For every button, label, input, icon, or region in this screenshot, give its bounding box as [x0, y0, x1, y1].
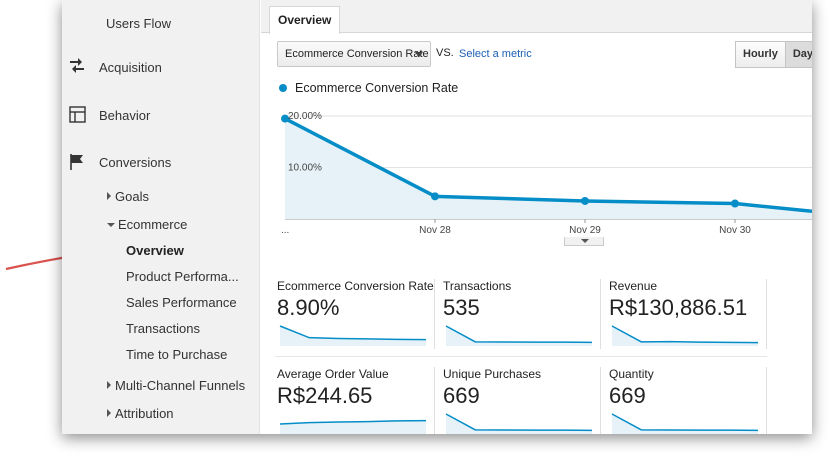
scorecard[interactable]: Unique Purchases 669: [443, 367, 603, 434]
scorecard-label: Average Order Value: [277, 367, 389, 381]
sparkline-area: [280, 420, 426, 434]
tab-overview[interactable]: Overview: [269, 6, 341, 34]
sidebar-item-overview[interactable]: Overview: [126, 243, 184, 258]
tab-bar: Overview: [261, 0, 812, 34]
sidebar-item-time-to-purchase[interactable]: Time to Purchase: [126, 347, 228, 362]
sparkline-line: [445, 413, 593, 432]
sidebar-item-label: Attribution: [115, 406, 174, 421]
flag-icon: [70, 154, 83, 170]
app-window: Users Flow Acquisition Behavior Conversi…: [62, 0, 812, 434]
sparkline-line: [279, 419, 427, 425]
x-tick-label: ...: [281, 225, 289, 236]
sparkline-line: [611, 413, 759, 432]
x-tick-label: Nov 30: [719, 225, 751, 236]
scorecard-value: 669: [443, 383, 480, 408]
sparkline: [279, 325, 427, 346]
divider: [600, 367, 601, 434]
data-point[interactable]: [281, 114, 289, 123]
scorecard-label: Unique Purchases: [443, 367, 542, 381]
scorecard-label: Quantity: [609, 367, 654, 381]
granularity-buttons: Hourly Day: [735, 41, 812, 68]
sparkline-line: [279, 325, 427, 341]
scorecard-value: 8.90%: [277, 295, 340, 320]
scorecard[interactable]: Ecommerce Conversion Rate 8.90%: [277, 279, 437, 357]
chevron-down-icon: [415, 52, 423, 57]
sidebar-item-multi-channel-funnels[interactable]: Multi-Channel Funnels: [107, 378, 245, 393]
sidebar-item-conversions[interactable]: Conversions: [99, 155, 172, 170]
sidebar-item-product-performance[interactable]: Product Performa...: [126, 269, 239, 284]
behavior-icon: [69, 106, 86, 123]
sparkline-area: [280, 326, 426, 346]
divider: [766, 279, 767, 349]
divider: [434, 279, 435, 349]
scorecard-value: R$130,886.51: [609, 295, 748, 320]
sidebar-item-behavior[interactable]: Behavior: [99, 108, 151, 123]
sparkline-area: [612, 414, 758, 434]
sparkline: [611, 413, 759, 434]
legend-dot-icon: [279, 84, 287, 92]
sidebar-item-users-flow[interactable]: Users Flow: [106, 16, 172, 31]
scorecard-label: Revenue: [609, 279, 658, 293]
divider: [434, 367, 435, 434]
data-point[interactable]: [431, 192, 439, 201]
scorecard-value: R$244.65: [277, 383, 373, 408]
main-panel: Overview Ecommerce Conversion Rate VS. S…: [261, 0, 812, 434]
sparkline: [445, 413, 593, 434]
scorecard[interactable]: Revenue R$130,886.51: [609, 279, 769, 357]
vs-label: VS.: [436, 47, 454, 59]
chart-collapse-toggle[interactable]: [564, 237, 604, 246]
chevron-down-icon: [581, 239, 589, 243]
divider: [275, 356, 767, 357]
sidebar-item-transactions[interactable]: Transactions: [126, 321, 200, 336]
series-area: [285, 118, 812, 219]
sidebar-item-goals[interactable]: Goals: [107, 189, 149, 204]
data-point[interactable]: [581, 196, 589, 205]
sparkline-area: [446, 326, 592, 346]
sidebar-item-ecommerce[interactable]: Ecommerce: [107, 217, 187, 232]
sidebar-item-label: Multi-Channel Funnels: [115, 378, 246, 393]
sparkline: [611, 325, 759, 346]
caret-right-icon: [107, 409, 111, 417]
line-chart: 20.00% 10.00%... Nov 28 Nov 29 Nov 30: [281, 111, 812, 236]
scorecard-value: 669: [609, 383, 646, 408]
legend-series-name: Ecommerce Conversion Rate: [295, 81, 459, 95]
metric-select-value: Ecommerce Conversion Rate: [285, 48, 429, 60]
x-tick-label: Nov 29: [569, 225, 601, 236]
scorecard[interactable]: Transactions 535: [443, 279, 603, 357]
caret-right-icon: [107, 381, 111, 389]
sparkline: [279, 419, 427, 434]
scorecard-value: 535: [443, 295, 480, 320]
sparkline-line: [611, 325, 759, 344]
select-metric-link[interactable]: Select a metric: [459, 48, 532, 60]
sparkline-line: [445, 325, 593, 344]
sidebar-item-label: Goals: [115, 189, 149, 204]
scorecard[interactable]: Average Order Value R$244.65: [277, 367, 437, 434]
sidebar-item-acquisition[interactable]: Acquisition: [99, 60, 162, 75]
y-tick-label: 10.00%: [288, 163, 322, 174]
sidebar-item-attribution[interactable]: Attribution: [107, 406, 174, 421]
day-button[interactable]: Day: [785, 41, 812, 68]
acquisition-icon: [70, 58, 84, 73]
caret-down-icon: [107, 223, 115, 227]
sparkline: [445, 325, 593, 346]
chart-legend: Ecommerce Conversion Rate: [279, 81, 458, 95]
hourly-button[interactable]: Hourly: [735, 41, 786, 68]
metric-select[interactable]: Ecommerce Conversion Rate: [277, 41, 431, 67]
y-tick-label: 20.00%: [288, 111, 322, 122]
x-tick-label: Nov 28: [419, 225, 451, 236]
scorecard-label: Ecommerce Conversion Rate: [277, 279, 434, 293]
sidebar-item-label: Ecommerce: [118, 217, 188, 232]
sparkline-area: [446, 414, 592, 434]
scorecard-label: Transactions: [443, 279, 512, 293]
divider: [600, 279, 601, 349]
sidebar: Users Flow Acquisition Behavior Conversi…: [62, 0, 260, 434]
caret-right-icon: [107, 192, 111, 200]
sidebar-item-sales-performance[interactable]: Sales Performance: [126, 295, 237, 310]
data-point[interactable]: [731, 199, 739, 208]
scorecard[interactable]: Quantity 669: [609, 367, 769, 434]
divider: [766, 367, 767, 434]
